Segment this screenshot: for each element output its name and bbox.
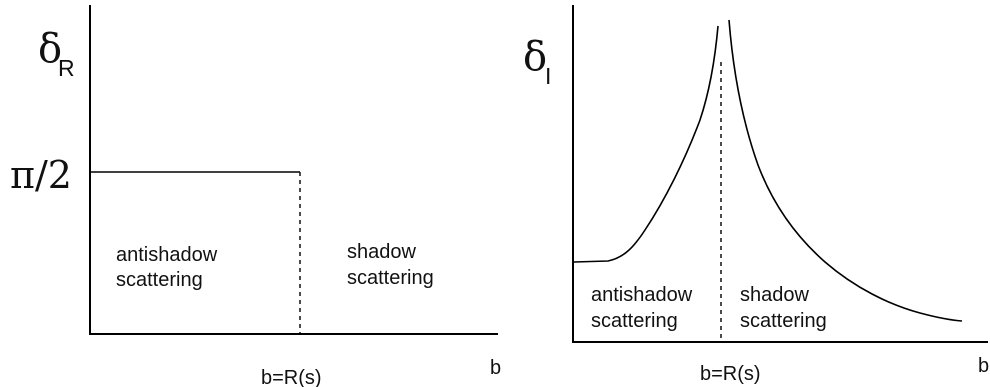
right-y-symbol: δ: [523, 34, 547, 80]
right-shadow-label-2: scattering: [740, 310, 827, 332]
right-antishadow-label-1: antishadow: [591, 284, 693, 306]
right-panel: δ I antishadow scattering shadow scatter…: [523, 5, 989, 385]
right-antishadow-label-2: scattering: [591, 310, 678, 332]
left-x-label: b: [490, 357, 501, 379]
left-shadow-label-2: scattering: [347, 267, 434, 289]
left-shadow-label-1: shadow: [347, 241, 416, 263]
right-rs-label: b=R(s): [700, 363, 761, 385]
right-y-subscript: I: [545, 63, 551, 89]
left-panel: δ R π/2 antishadow scattering shadow sca…: [10, 5, 501, 387]
right-shadow-label-1: shadow: [740, 284, 809, 306]
delta-i-curve-left: [573, 25, 719, 263]
left-y-subscript: R: [58, 55, 75, 81]
left-y-tick-label: π/2: [10, 153, 72, 197]
left-antishadow-label-1: antishadow: [116, 244, 218, 266]
left-y-symbol: δ: [38, 26, 62, 72]
left-antishadow-label-2: scattering: [116, 269, 203, 291]
right-x-label: b: [978, 355, 989, 377]
left-rs-label: b=R(s): [261, 367, 322, 387]
delta-i-curve-right: [728, 19, 963, 322]
